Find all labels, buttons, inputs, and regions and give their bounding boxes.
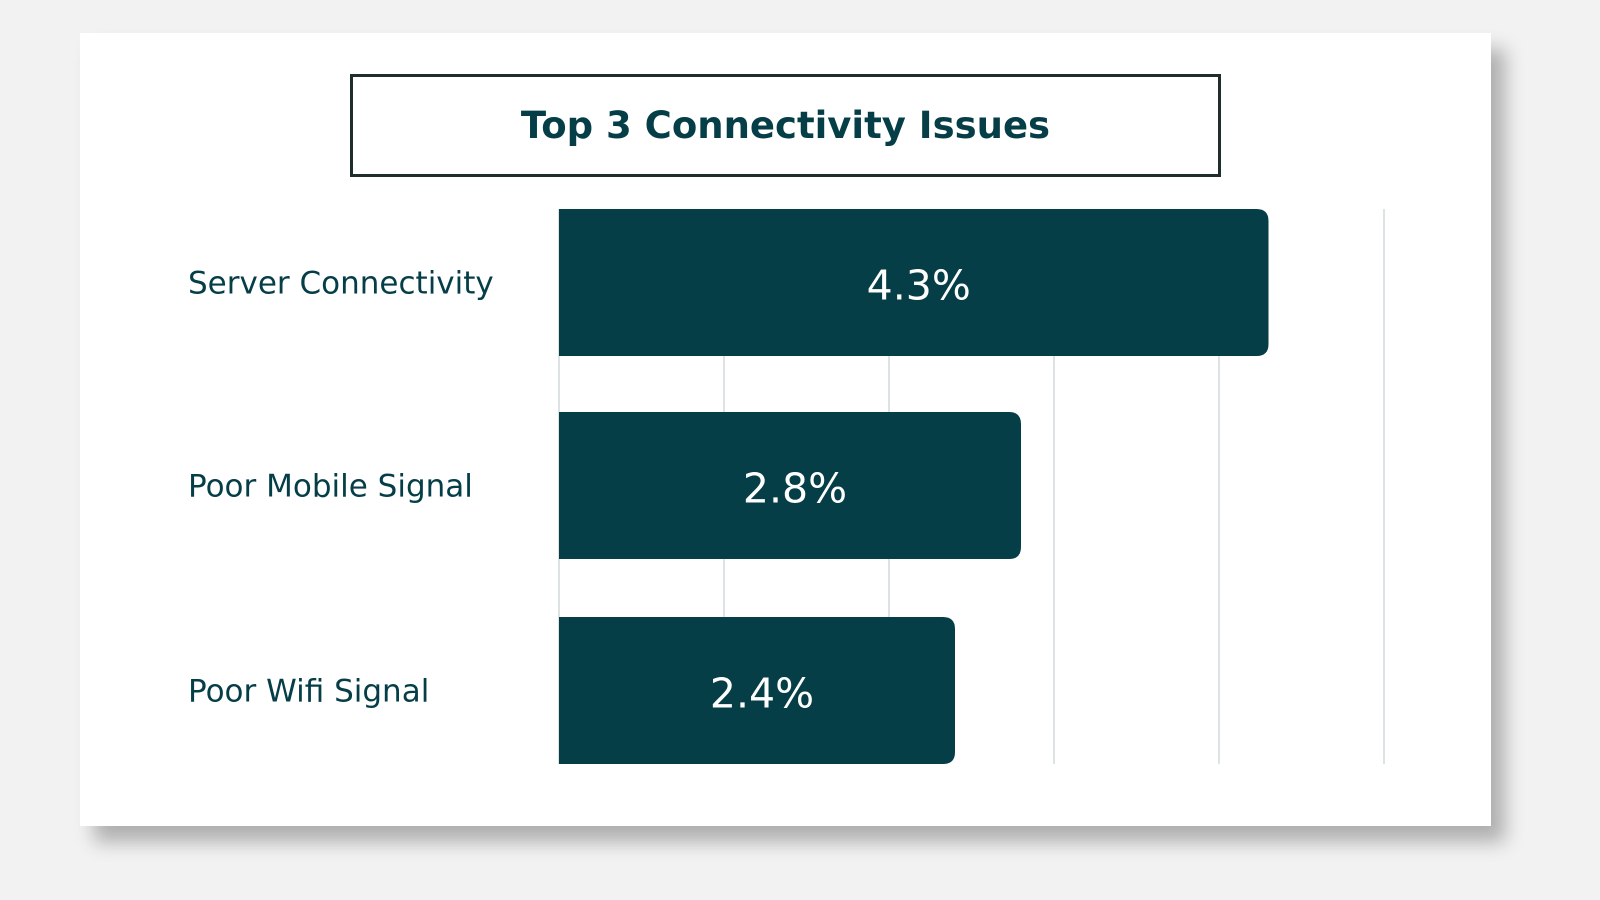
bar (559, 412, 1021, 559)
bar (559, 209, 1269, 356)
value-label: 2.8% (743, 465, 847, 513)
bar (559, 617, 955, 764)
category-label: Server Connectivity (188, 266, 494, 302)
chart-title-box: Top 3 Connectivity Issues (350, 74, 1221, 177)
value-label: 4.3% (867, 262, 971, 310)
category-label: Poor Mobile Signal (188, 469, 473, 505)
chart-title: Top 3 Connectivity Issues (520, 104, 1051, 147)
category-label: Poor Wifi Signal (188, 674, 429, 710)
value-label: 2.4% (710, 670, 814, 718)
